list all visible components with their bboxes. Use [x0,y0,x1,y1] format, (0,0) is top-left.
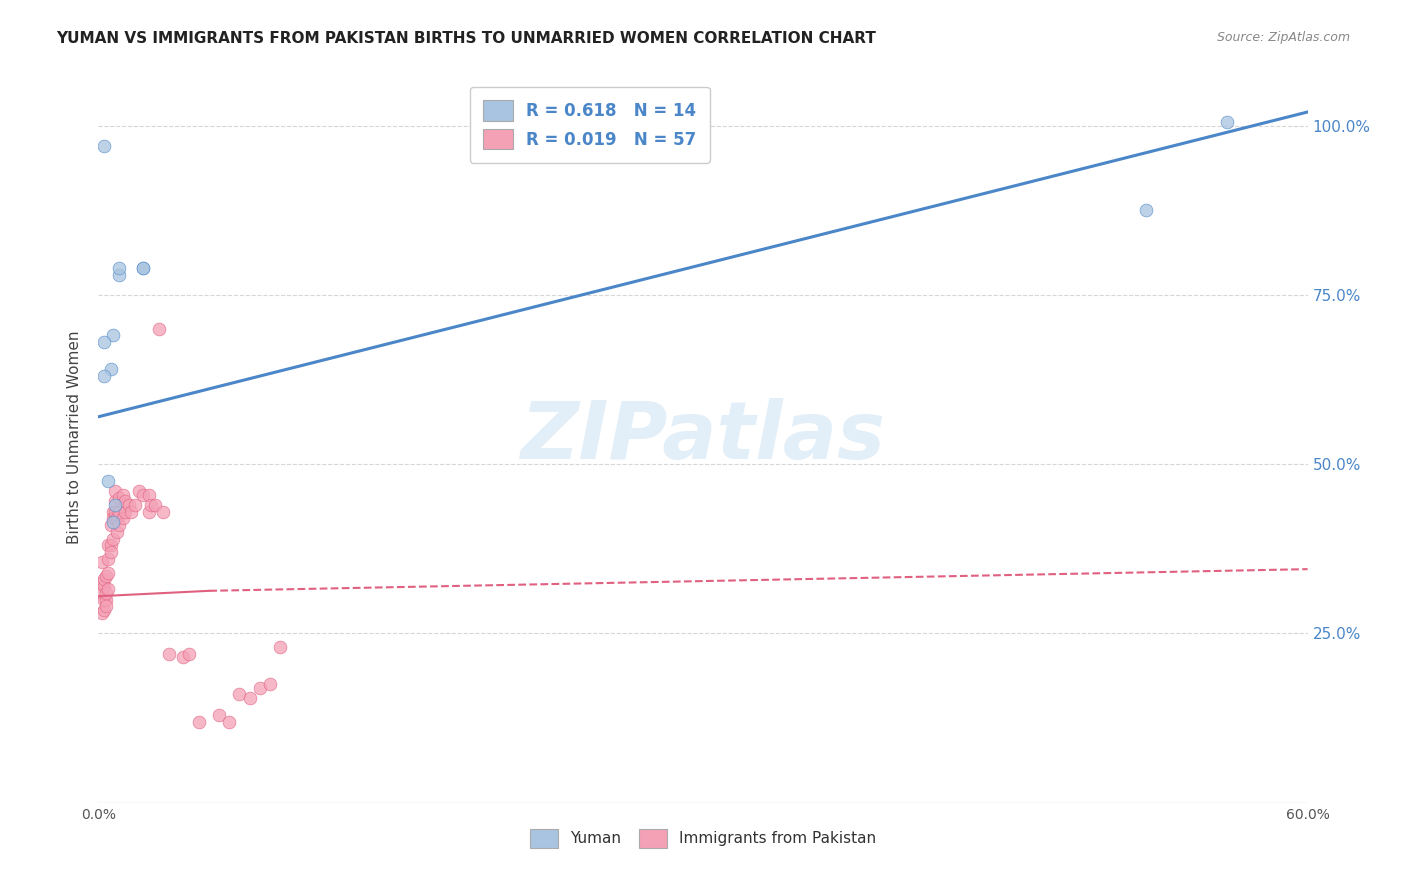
Point [91,606,114,620]
Point [103,494,125,508]
Point [188,714,211,729]
Point [100,518,122,533]
Point [93,603,115,617]
Point [97,474,120,488]
Point [152,505,174,519]
Point [105,511,128,525]
Point [239,690,262,705]
Point [107,505,129,519]
Point [91,555,114,569]
Point [93,592,115,607]
Point [93,572,115,586]
Legend: Yuman, Immigrants from Pakistan: Yuman, Immigrants from Pakistan [524,822,882,854]
Point [107,260,129,275]
Point [138,505,160,519]
Point [103,484,125,499]
Point [100,362,122,376]
Point [120,505,142,519]
Point [128,484,150,499]
Point [96,592,118,607]
Point [132,260,155,275]
Y-axis label: Births to Unmarried Women: Births to Unmarried Women [67,330,83,544]
Point [101,532,124,546]
Point [111,488,134,502]
Point [93,369,115,384]
Point [93,579,115,593]
Point [132,260,155,275]
Point [100,538,122,552]
Point [148,322,170,336]
Text: Source: ZipAtlas.com: Source: ZipAtlas.com [1216,31,1350,45]
Point [91,575,114,590]
Point [172,650,194,665]
Point [107,491,129,505]
Point [114,494,136,508]
Point [139,498,162,512]
Point [93,335,115,350]
Point [96,569,118,583]
Point [249,681,271,695]
Point [103,498,125,512]
Point [103,511,125,525]
Point [228,688,250,702]
Point [96,599,118,614]
Point [114,505,136,519]
Point [103,505,125,519]
Point [107,268,129,282]
Point [1135,203,1157,218]
Point [208,707,231,722]
Point [101,505,124,519]
Point [269,640,291,654]
Point [132,488,155,502]
Point [138,488,160,502]
Point [105,524,128,539]
Point [1216,115,1239,129]
Point [101,328,124,343]
Point [91,586,114,600]
Point [179,647,201,661]
Point [143,498,166,512]
Point [97,552,120,566]
Point [124,498,146,512]
Point [661,140,683,154]
Point [100,545,122,559]
Point [97,582,120,597]
Point [96,586,118,600]
Point [97,538,120,552]
Point [97,566,120,580]
Point [111,511,134,525]
Point [101,511,124,525]
Point [157,647,180,661]
Point [101,515,124,529]
Point [118,498,141,512]
Point [218,714,240,729]
Point [259,677,281,691]
Point [107,518,129,533]
Text: YUMAN VS IMMIGRANTS FROM PAKISTAN BIRTHS TO UNMARRIED WOMEN CORRELATION CHART: YUMAN VS IMMIGRANTS FROM PAKISTAN BIRTHS… [56,31,876,46]
Point [93,139,115,153]
Text: ZIPatlas: ZIPatlas [520,398,886,476]
